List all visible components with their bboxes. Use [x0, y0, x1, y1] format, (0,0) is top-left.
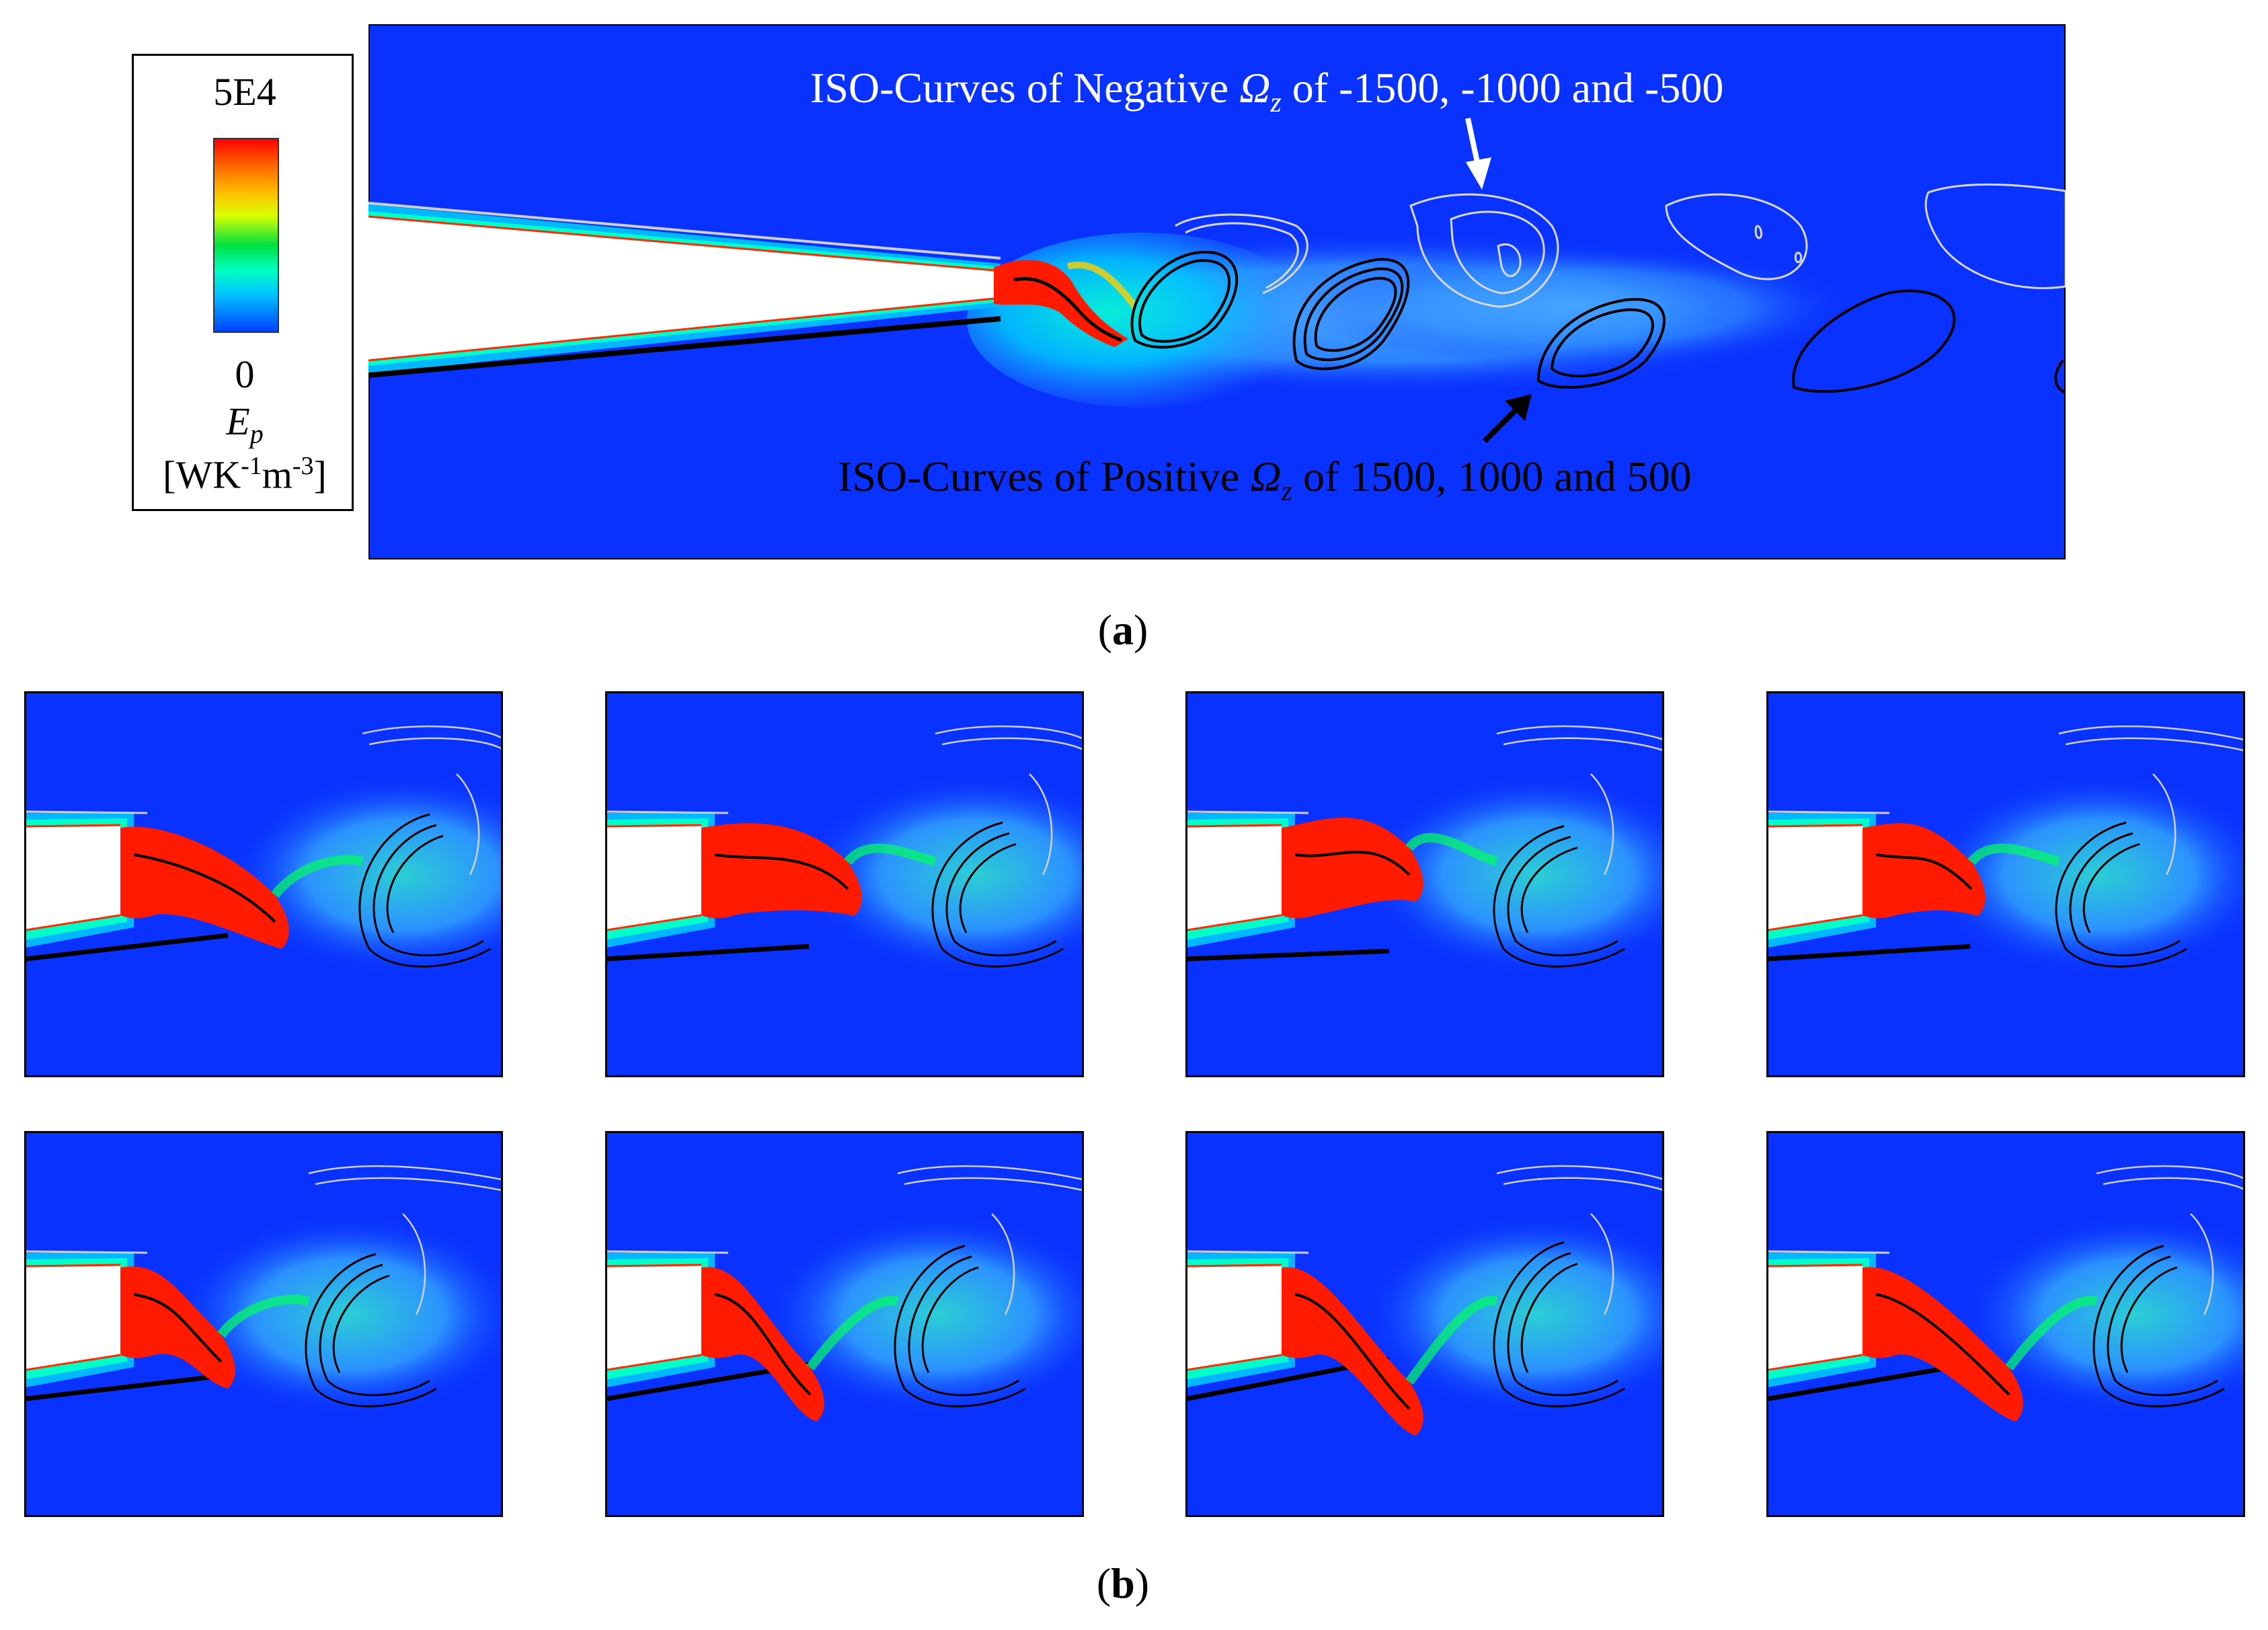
panel-b-frame-2 [605, 691, 1084, 1077]
negative-curve-arrow-head [1466, 157, 1491, 190]
panel-b-frame-8 [1766, 1131, 2245, 1517]
panel-b-frame-6 [605, 1131, 1084, 1517]
legend-max-label: 5E4 [213, 70, 276, 114]
panel-b-frame-3 [1185, 691, 1664, 1077]
legend-unit: [WK-1m-3] [163, 452, 327, 497]
panel-b-frame-7 [1185, 1131, 1664, 1517]
legend-variable-symbol: Ep [226, 399, 264, 449]
panel-a-label: (a) [1097, 606, 1148, 654]
panel-b-frame-5 [24, 1131, 503, 1517]
colorbar-gradient [213, 138, 279, 333]
legend-min-label: 0 [235, 352, 255, 396]
colorbar-legend: 5E4 0 Ep [WK-1m-3] [132, 54, 354, 511]
panel-a-field [368, 24, 2066, 559]
negative-iso-curve-annotation: ISO-Curves of Negative Ωz of -1500, -100… [810, 64, 1724, 118]
panel-b-label: (b) [1096, 1559, 1150, 1607]
panel-b-frame-4 [1766, 691, 2245, 1077]
positive-iso-curve-annotation: ISO-Curves of Positive Ωz of 1500, 1000 … [838, 453, 1692, 507]
panel-b-frame-1 [24, 691, 503, 1077]
